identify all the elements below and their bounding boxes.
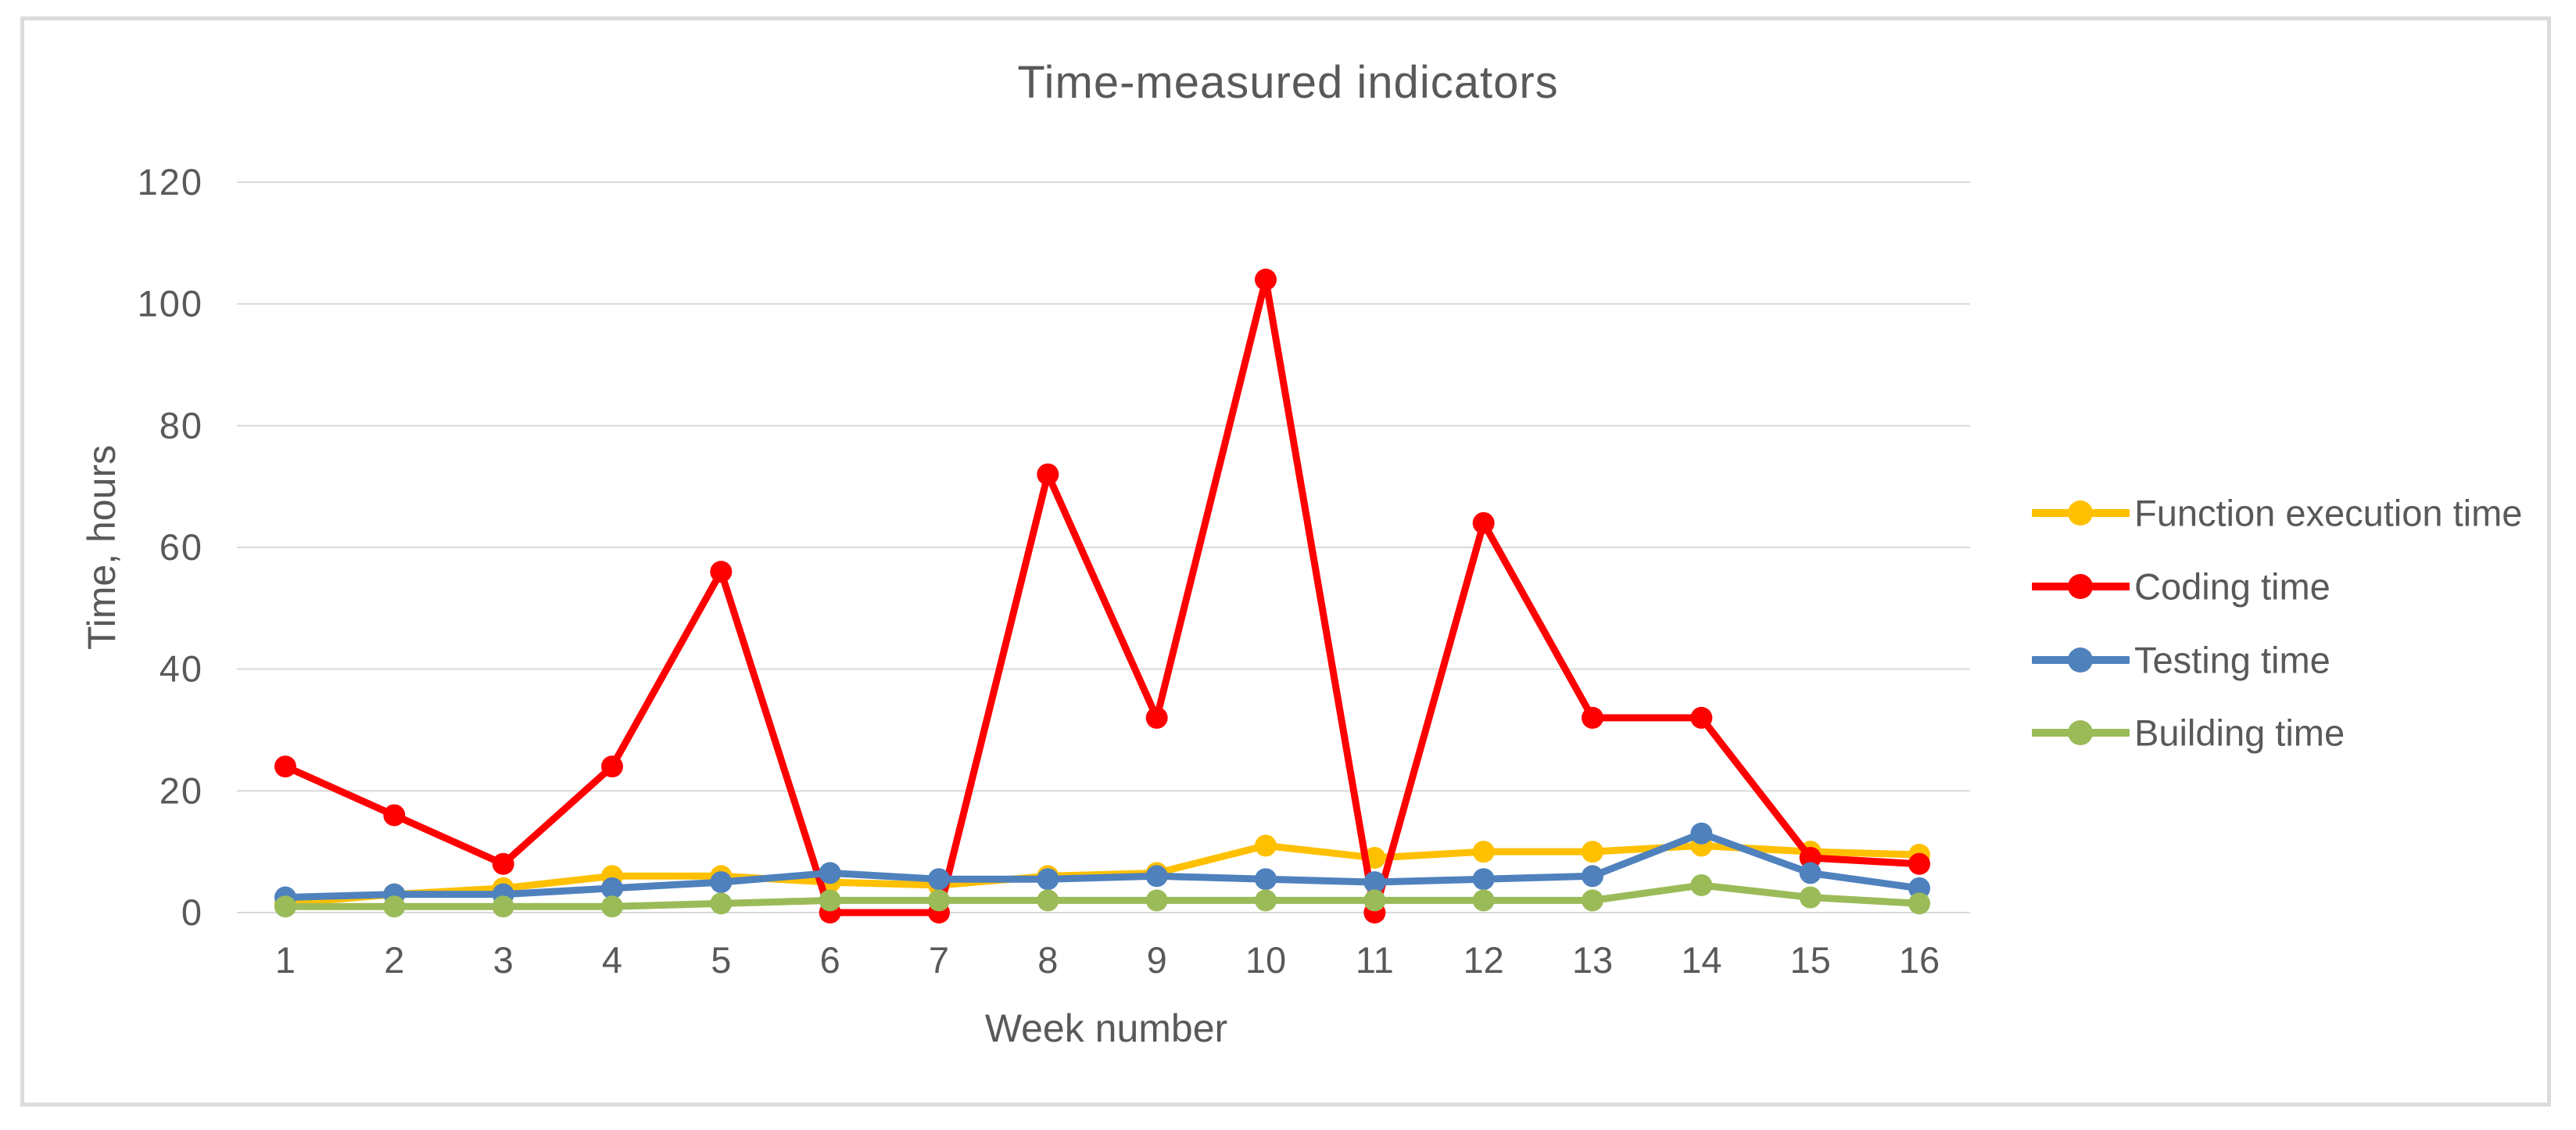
data-point — [1255, 868, 1277, 891]
legend-swatch-icon — [2032, 720, 2130, 745]
data-point — [1255, 268, 1277, 291]
data-point — [1363, 889, 1386, 912]
data-point — [928, 889, 950, 912]
data-point — [1908, 877, 1930, 899]
data-point — [819, 862, 841, 884]
legend-swatch-icon — [2032, 574, 2130, 599]
data-point — [1582, 841, 1603, 863]
legend-dot — [2068, 720, 2093, 745]
data-point — [274, 755, 296, 778]
data-point — [928, 868, 950, 891]
data-point — [1472, 889, 1495, 912]
data-point — [274, 895, 296, 918]
data-point — [601, 895, 623, 918]
data-point — [1363, 871, 1386, 894]
data-point — [1582, 889, 1603, 912]
x-tick-label: 8 — [1037, 939, 1058, 981]
data-point — [819, 889, 841, 912]
data-point — [1145, 889, 1168, 912]
data-point — [710, 561, 733, 583]
legend-label: Building time — [2134, 712, 2345, 754]
data-point — [710, 871, 733, 894]
x-tick-label: 7 — [929, 939, 949, 981]
data-point — [1472, 841, 1495, 863]
data-point — [1255, 834, 1277, 857]
data-point — [1145, 706, 1168, 729]
data-point — [383, 895, 406, 918]
chart-title: Time-measured indicators — [1017, 57, 1559, 108]
x-tick-label: 12 — [1464, 939, 1504, 981]
x-tick-label: 1 — [275, 939, 296, 981]
data-point — [1472, 511, 1495, 534]
data-point — [601, 755, 623, 778]
legend-label: Function execution time — [2134, 492, 2523, 534]
data-point — [1799, 846, 1822, 869]
data-point — [1472, 868, 1495, 891]
data-point — [383, 804, 406, 827]
y-tick-label: 80 — [159, 404, 203, 446]
legend-dot — [2068, 574, 2093, 599]
data-point — [1799, 862, 1822, 884]
x-tick-label: 11 — [1356, 939, 1394, 981]
data-point — [601, 877, 623, 899]
y-tick-label: 120 — [138, 161, 203, 203]
data-point — [1799, 886, 1822, 909]
x-tick-label: 4 — [602, 939, 622, 981]
y-tick-label: 100 — [138, 283, 203, 325]
legend-dot — [2068, 648, 2093, 673]
x-tick-label: 10 — [1245, 939, 1286, 981]
data-point — [710, 892, 733, 915]
x-tick-label: 15 — [1790, 939, 1831, 981]
legend-label: Coding time — [2134, 565, 2331, 608]
legend-dot — [2068, 500, 2093, 526]
y-tick-label: 40 — [159, 648, 203, 690]
data-point — [492, 895, 514, 918]
x-tick-label: 16 — [1899, 939, 1940, 981]
data-point — [1690, 874, 1713, 896]
y-tick-label: 20 — [159, 769, 203, 811]
data-point — [1145, 865, 1168, 888]
data-point — [1908, 892, 1930, 915]
data-point — [1690, 822, 1713, 845]
data-point — [1582, 865, 1603, 888]
x-tick-label: 6 — [820, 939, 840, 981]
series-line-testing-time — [281, 830, 1923, 902]
data-point — [1255, 889, 1277, 912]
data-point — [1690, 706, 1713, 729]
x-tick-label: 9 — [1147, 939, 1167, 981]
data-point — [1037, 889, 1059, 912]
series-line-building-time — [281, 881, 1923, 910]
x-tick-label: 14 — [1681, 939, 1722, 981]
chart-frame-border — [20, 16, 2551, 1107]
data-point — [1908, 852, 1930, 875]
legend-swatch-icon — [2032, 500, 2130, 526]
y-tick-label: 0 — [181, 891, 203, 933]
data-point — [1037, 868, 1059, 891]
data-point — [1582, 706, 1603, 729]
x-tick-label: 3 — [493, 939, 514, 981]
y-tick-label: 60 — [159, 526, 203, 568]
data-point — [492, 852, 514, 875]
legend-swatch-icon — [2032, 648, 2130, 673]
x-tick-label: 2 — [384, 939, 404, 981]
x-tick-label: 13 — [1572, 939, 1613, 981]
x-tick-label: 5 — [711, 939, 731, 981]
legend-label: Testing time — [2134, 639, 2331, 681]
series-line-coding-time — [281, 276, 1923, 917]
data-point — [1037, 463, 1059, 486]
